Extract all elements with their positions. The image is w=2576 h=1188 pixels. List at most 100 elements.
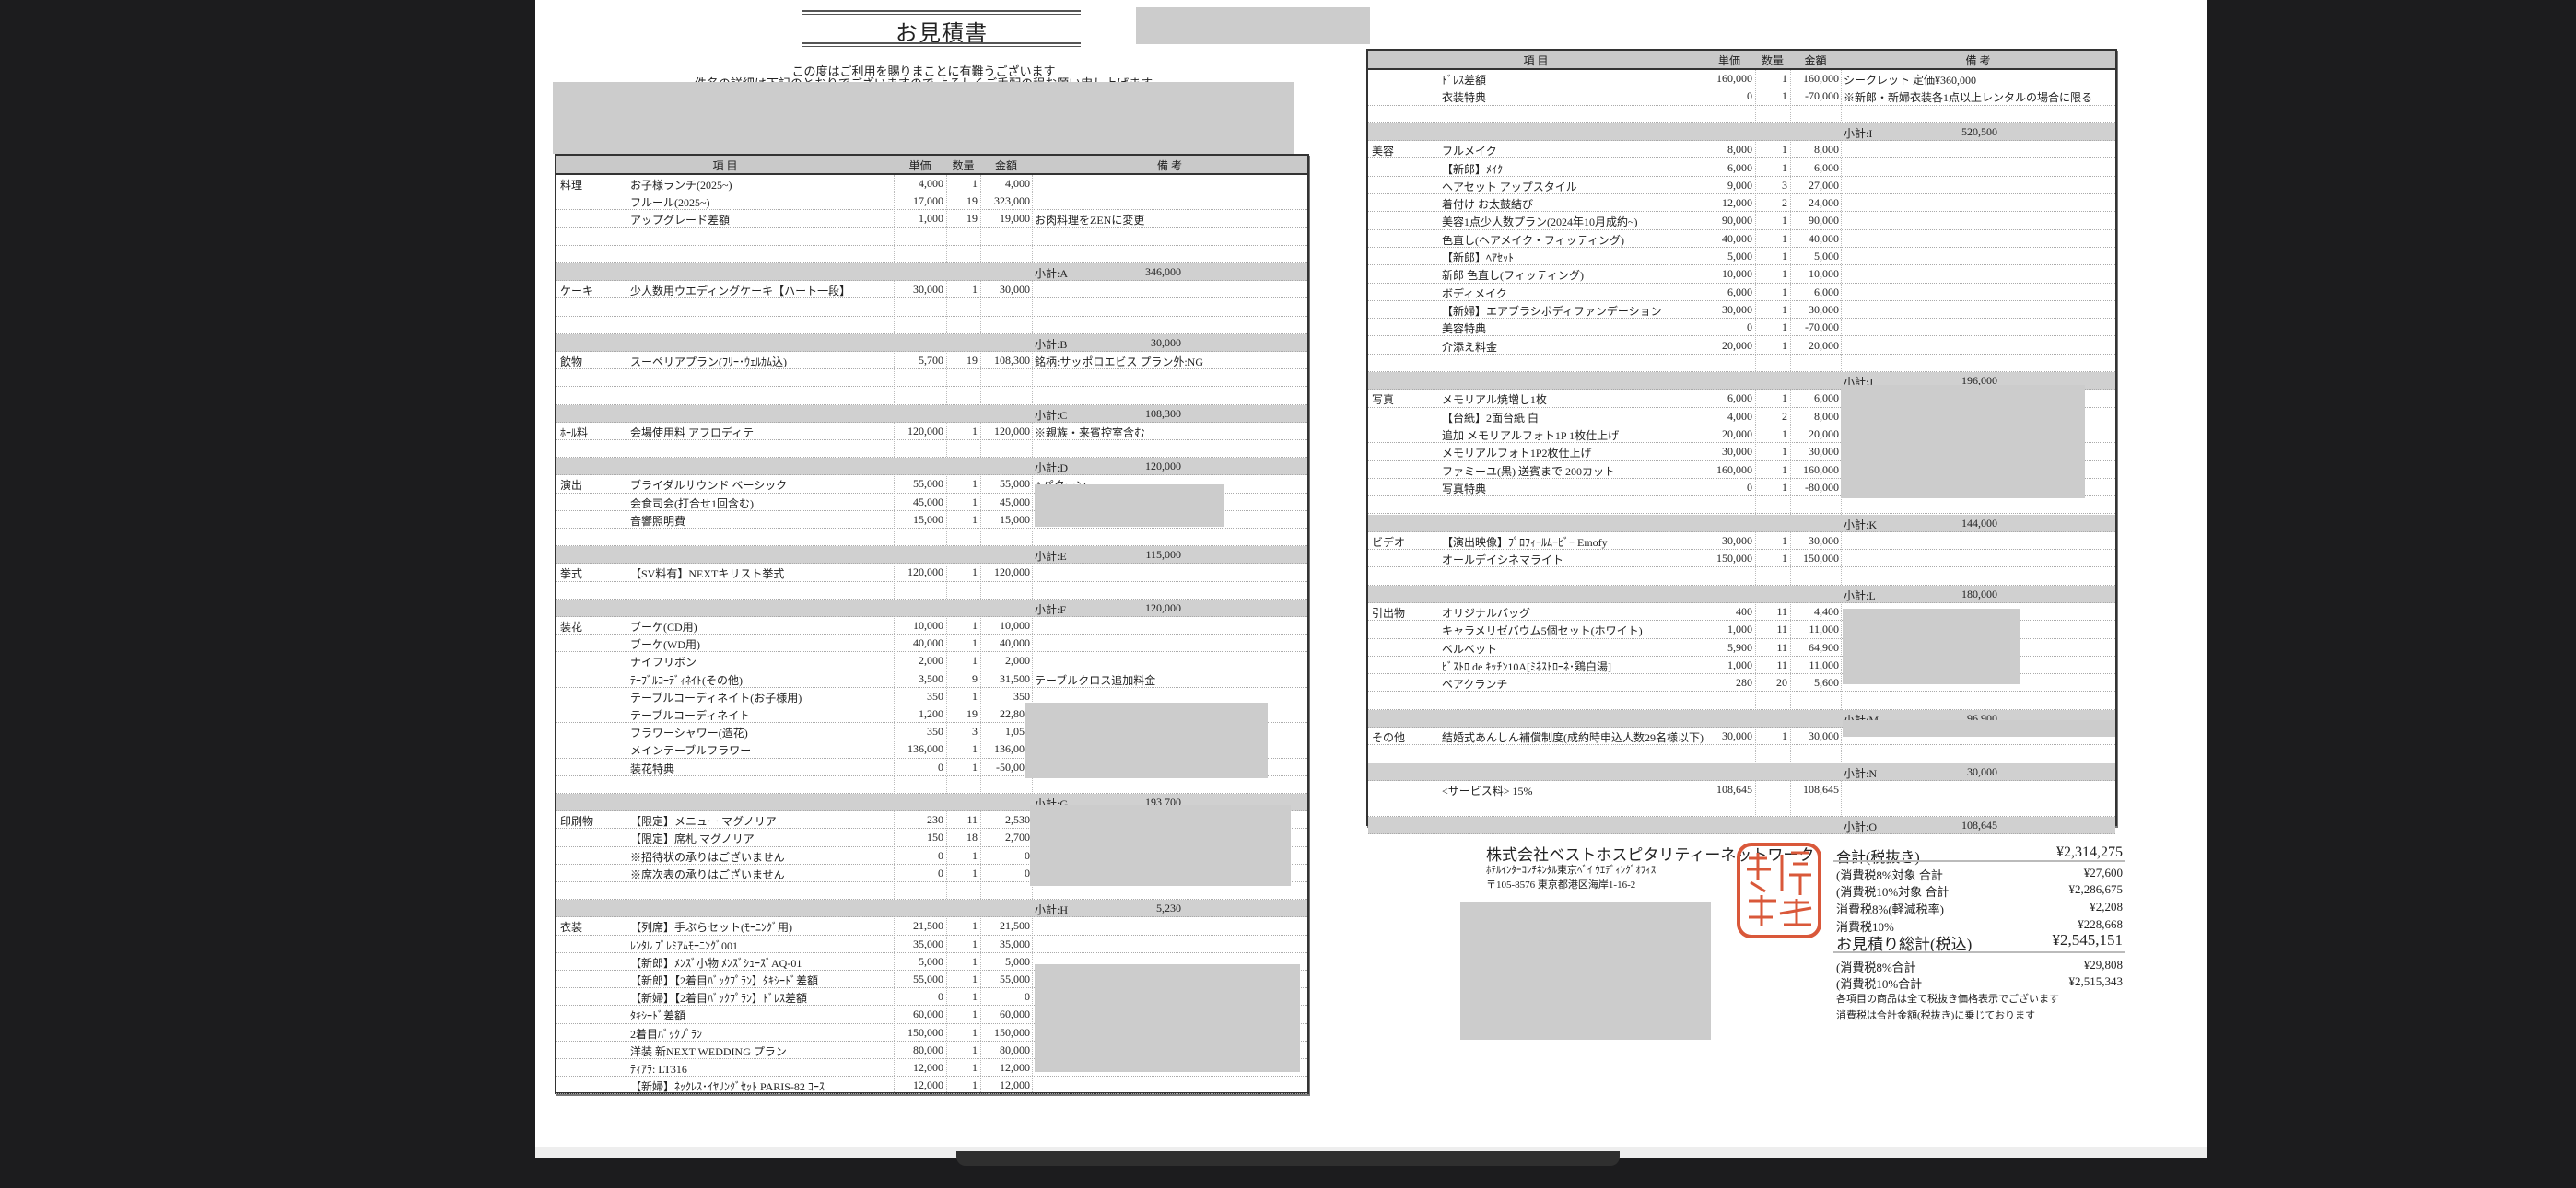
subtotal-value: 120,000 <box>1145 600 1181 614</box>
unit-price: 4,000 <box>919 177 943 190</box>
item-name: 追加 メモリアルフォト1P 1枚仕上げ <box>1442 429 1620 442</box>
item-name: 装花特典 <box>630 762 675 775</box>
item-name: 写真特典 <box>1442 482 1487 495</box>
total-label-total-8: (消費税8%合計 <box>1836 961 1916 974</box>
subtotal-value: 520,500 <box>1961 124 1997 138</box>
unit-price: 40,000 <box>1722 231 1752 245</box>
total-value-subtotal-ex-tax: ¥2,314,275 <box>2056 844 2123 860</box>
amount: 0 <box>1025 848 1030 862</box>
company-office: ﾎﾃﾙｲﾝﾀｰｺﾝﾁﾈﾝﾀﾙ東京ﾍﾞｲ ｳｴﾃﾞｨﾝｸﾞｵﾌｨｽ <box>1486 865 1657 876</box>
item-name: 【新婦】ﾈｯｸﾚｽ･ｲﾔﾘﾝｸﾞｾｯﾄ PARIS-82 ｺｰｽ <box>630 1080 825 1094</box>
item-name: テーブルコーディネイト <box>630 709 751 722</box>
unit-price: 30,000 <box>1722 302 1752 316</box>
total-value-target-8: ¥27,600 <box>2083 866 2123 879</box>
quantity: 11 <box>1776 605 1787 618</box>
header-amount: 金額 <box>994 159 1017 172</box>
unit-price: 160,000 <box>1716 462 1752 476</box>
amount: 64,900 <box>1809 640 1839 654</box>
unit-price: 0 <box>1747 89 1752 103</box>
quantity: 1 <box>972 848 978 862</box>
unit-price: 30,000 <box>913 283 943 297</box>
total-label-tax-10: 消費税10% <box>1836 920 1894 934</box>
header-item: 項 目 <box>1523 54 1549 67</box>
quantity: 1 <box>972 689 978 703</box>
category-label: 引出物 <box>1372 607 1406 620</box>
table-row: 印刷物 【限定】メニュー マグノリア 230 11 2,530 <box>556 811 1307 830</box>
quantity: 1 <box>1782 480 1787 494</box>
table-header: 項 目 単価 数量 金額 備 考 <box>1368 51 2115 70</box>
amount: 2,700 <box>1005 831 1030 844</box>
item-name: ファミーユ(黒) 送賓まで 200カット <box>1442 464 1615 478</box>
quantity: 1 <box>972 742 978 756</box>
table-row: ﾃｨｱﾗ: LT316 12,000 1 12,000 <box>556 1059 1307 1077</box>
subtotal-label: 小計:K <box>1844 518 1878 531</box>
unit-price: 8,000 <box>1727 143 1752 157</box>
estimate-table-right: 項 目 単価 数量 金額 備 考 ﾄﾞﾚｽ差額 160,000 1 160,000 シークレット … <box>1366 49 2117 834</box>
estimate-table-left: 項 目 単価 数量 金額 備 考料理 お子様ランチ(2025~) 4,000 1 4,000 フル… <box>555 154 1309 1095</box>
unit-price: 90,000 <box>1722 214 1752 227</box>
unit-price: 35,000 <box>913 937 943 950</box>
amount: 108,300 <box>994 354 1030 367</box>
unit-price: 150,000 <box>907 1025 943 1039</box>
header-unit-price: 単価 <box>908 159 931 172</box>
item-name: ナイフリボン <box>630 656 697 670</box>
table-row: 装花 ブーケ(CD用) 10,000 1 10,000 <box>556 617 1307 635</box>
blank-row <box>556 298 1307 317</box>
unit-price: 55,000 <box>913 973 943 985</box>
item-name: ブーケ(CD用) <box>630 621 697 634</box>
unit-price: 5,000 <box>919 954 943 968</box>
blank-row <box>556 317 1307 334</box>
unit-price: 150,000 <box>1716 552 1752 565</box>
quantity: 3 <box>1782 178 1787 192</box>
header-quantity: 数量 <box>952 159 975 172</box>
quantity: 1 <box>1782 267 1787 281</box>
subtotal-value: 108,645 <box>1961 818 1997 832</box>
item-name: オリジナルバッグ <box>1442 607 1531 620</box>
quantity: 1 <box>972 636 978 650</box>
total-value-tax-10: ¥228,668 <box>2078 917 2123 931</box>
unit-price: 60,000 <box>913 1007 943 1021</box>
table-row: オールデイシネマライト 150,000 1 150,000 <box>1368 550 2115 568</box>
amount: -70,000 <box>1805 89 1839 103</box>
table-header: 項 目 単価 数量 金額 備 考 <box>556 156 1307 175</box>
table-row: ﾚﾝﾀﾙ ﾌﾟﾚﾐｱﾑﾓｰﾆﾝｸﾞ001 35,000 1 35,000 <box>556 936 1307 953</box>
redacted-block <box>1035 964 1300 1072</box>
quantity: 1 <box>1782 427 1787 440</box>
quantity: 1 <box>1782 729 1787 743</box>
blank-row <box>1368 693 2115 710</box>
quantity: 1 <box>1782 72 1787 85</box>
item-name: 新郎 色直し(フィッティング) <box>1442 269 1585 283</box>
table-row: 【限定】席札 マグノリア 150 18 2,700 <box>556 829 1307 847</box>
amount: 6,000 <box>1814 391 1839 405</box>
blank-row <box>556 882 1307 901</box>
remarks: ※親族・来賓控室含む <box>1035 425 1146 439</box>
unit-price: 1,000 <box>1727 623 1752 636</box>
unit-price: 2,000 <box>919 654 943 668</box>
amount: 2,530 <box>1005 813 1030 827</box>
item-name: <サービス料> 15% <box>1442 785 1533 798</box>
quantity: 1 <box>1782 552 1787 565</box>
item-name: キャラメリゼバウム5個セット(ホワイト) <box>1442 624 1643 638</box>
quantity: 1 <box>1782 143 1787 157</box>
item-name: スーペリアプラン(ﾌﾘｰ･ｳｪﾙｶﾑ込) <box>630 355 787 368</box>
amount: 45,000 <box>1000 495 1030 508</box>
company-name: 株式会社ベストホスピタリティーネットワーク <box>1486 846 1815 864</box>
amount: 12,000 <box>1000 1061 1030 1074</box>
title-rule-bottom <box>802 42 1081 47</box>
amount: 8,000 <box>1814 409 1839 423</box>
subtotal-label: 小計:L <box>1844 588 1876 602</box>
table-row: ﾀｷｼｰﾄﾞ差額 60,000 1 60,000 <box>556 1006 1307 1024</box>
amount: 0 <box>1025 866 1030 879</box>
unit-price: 30,000 <box>1722 533 1752 547</box>
subtotal-value: 30,000 <box>1151 335 1181 349</box>
item-name: 【新郎】【2着目ﾊﾞｯｸﾌﾟﾗﾝ】ﾀｷｼｰﾄﾞ差額 <box>630 974 819 987</box>
item-name: ﾚﾝﾀﾙ ﾌﾟﾚﾐｱﾑﾓｰﾆﾝｸﾞ001 <box>630 938 739 952</box>
subtotal-row: 小計:L 180,000 <box>1368 585 2115 603</box>
column-divider <box>894 175 895 1092</box>
horizontal-scrollbar-thumb[interactable] <box>956 1151 1620 1166</box>
unit-price: 6,000 <box>1727 285 1752 298</box>
item-name: 【新婦】【2着目ﾊﾞｯｸﾌﾟﾗﾝ】ﾄﾞﾚｽ差額 <box>630 992 808 1006</box>
category-label: 衣装 <box>560 921 583 935</box>
item-name: フルメイク <box>1442 145 1497 158</box>
item-name: 洋装 新NEXT WEDDING プラン <box>630 1044 787 1058</box>
